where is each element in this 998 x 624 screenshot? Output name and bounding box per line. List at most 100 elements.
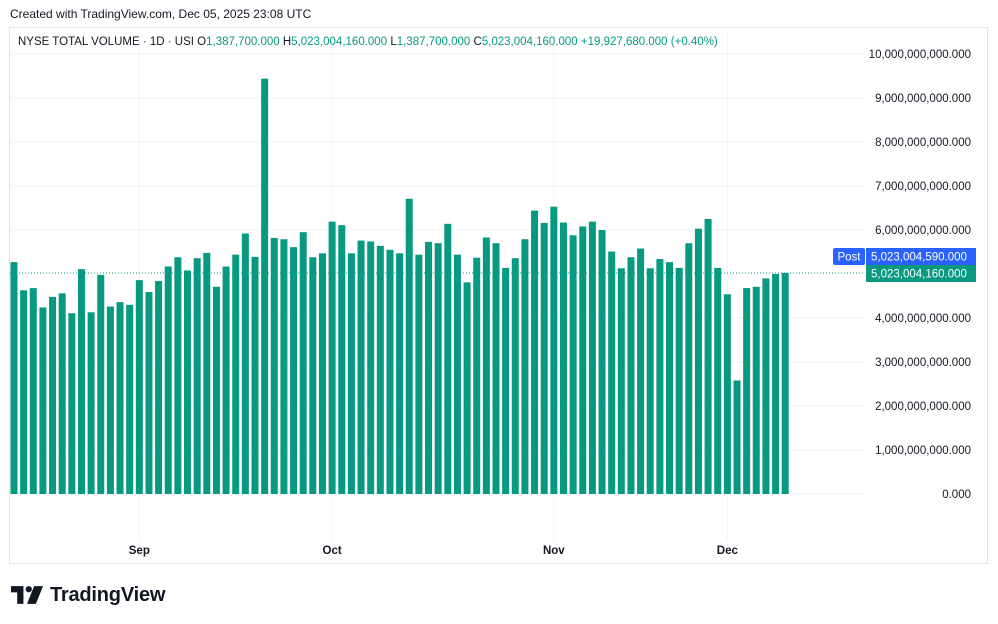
volume-bar [415,254,423,494]
tradingview-logo-icon [11,586,43,604]
volume-bar [559,222,567,494]
volume-bar [521,239,529,494]
tradingview-footer[interactable]: TradingView [11,583,165,607]
price-tick-label: 1,000,000,000.000 [875,445,971,457]
volume-bar [694,228,702,494]
volume-bar [714,267,722,494]
volume-bars [10,78,789,495]
legend-low-value: 1,387,700.000 [396,36,471,48]
volume-bar [434,243,442,494]
volume-bar [550,206,558,494]
legend-symbol: NYSE TOTAL VOLUME · 1D · USI [18,36,194,48]
time-tick-label: Oct [323,545,342,557]
price-tick-label: 6,000,000,000.000 [875,225,971,237]
volume-bar [367,241,375,494]
chart-pane[interactable] [9,27,988,564]
volume-bar [338,225,346,494]
tradingview-brand: TradingView [50,583,166,606]
last-value-badge: 5,023,004,160.000 [866,265,976,282]
volume-bar [299,232,307,494]
volume-bar [155,281,163,494]
volume-bar [241,233,249,494]
volume-bar [203,252,211,494]
volume-bar [608,251,616,494]
price-tick-label: 9,000,000,000.000 [875,93,971,105]
volume-bar [463,282,471,494]
volume-bar [540,222,548,494]
legend-open-label: O [197,36,207,48]
price-tick-label: 10,000,000,000.000 [869,49,971,61]
legend-change: +19,927,680.000 (+0.40%) [580,36,718,48]
legend-close-label: C [473,36,482,48]
volume-bar [425,241,433,494]
volume-bar [184,270,192,494]
volume-bar [232,254,240,494]
legend-close-value: 5,023,004,160.000 [481,36,578,48]
post-value-box [866,248,976,265]
volume-bar [116,302,124,494]
volume-bar [318,253,326,494]
volume-bar [386,249,394,494]
legend-open-value: 1,387,700.000 [206,36,280,48]
volume-bar [280,239,288,494]
price-tick-label: 0.000 [942,489,971,501]
volume-bar [762,278,770,494]
price-tick-label: 2,000,000,000.000 [875,401,971,413]
volume-bar [444,223,452,494]
volume-bar [704,219,712,494]
volume-bar [39,307,47,494]
volume-bar [675,267,683,494]
volume-bar [743,288,751,494]
volume-bar [251,256,259,494]
volume-bar [531,210,539,494]
volume-bar [733,380,741,494]
volume-bar [328,221,336,494]
price-tick-label: 8,000,000,000.000 [875,137,971,149]
volume-bar [405,198,413,494]
volume-bar [58,293,66,494]
post-label: Post [837,252,861,264]
post-value: 5,023,004,590.000 [871,252,967,264]
volume-bar [164,266,172,494]
volume-bar [357,240,365,494]
volume-bar [453,254,461,494]
volume-bar [309,257,317,494]
volume-bar [598,230,606,494]
volume-bar [617,268,625,494]
price-tick-label: 4,000,000,000.000 [875,313,971,325]
price-tick-label: 7,000,000,000.000 [875,181,971,193]
volume-bar [588,221,596,494]
volume-bar [261,78,269,494]
volume-bar [347,253,355,494]
chart-legend[interactable]: NYSE TOTAL VOLUME · 1D · USI O1,387,700.… [18,36,718,48]
chart-caption: Created with TradingView.com, Dec 05, 20… [10,7,312,21]
volume-bar [193,258,201,494]
time-axis[interactable]: Sep Oct Nov Dec [129,545,739,557]
time-tick-label: Nov [543,545,565,557]
volume-bar [569,235,577,494]
volume-bar [222,266,230,494]
price-tick-label: 3,000,000,000.000 [875,357,971,369]
last-value-box [866,265,976,282]
volume-bar [145,292,153,494]
volume-bar [270,237,278,495]
volume-bar [29,288,37,494]
volume-bar [20,290,28,494]
volume-bar [376,245,384,494]
volume-bar [723,294,731,494]
time-tick-label: Sep [129,545,150,557]
post-badge: Post 5,023,004,590.000 [833,248,976,265]
volume-bar [135,280,143,494]
volume-bar [511,258,519,494]
volume-bar [492,243,500,494]
volume-bar [126,304,134,494]
volume-bar [212,286,220,494]
volume-bar [106,306,114,494]
volume-bar [781,272,789,494]
price-axis[interactable]: 0.000 1,000,000,000.000 2,000,000,000.000 3… [869,49,971,501]
volume-bar [97,274,105,494]
volume-bar [174,257,182,494]
volume-bar [10,262,18,494]
legend-high-label: H [282,36,292,48]
